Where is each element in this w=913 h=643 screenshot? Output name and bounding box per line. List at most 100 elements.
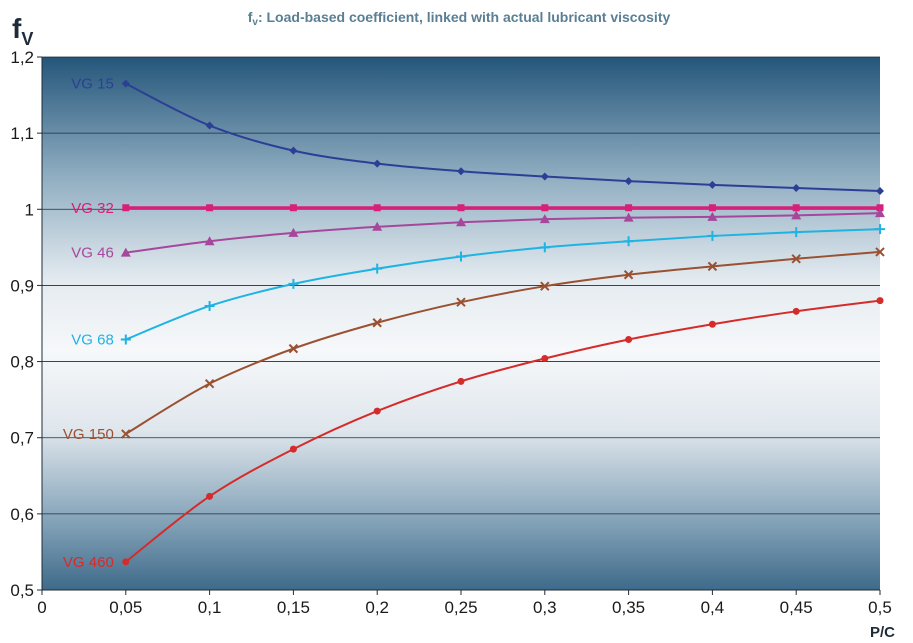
- data-point: [876, 204, 884, 212]
- series-line: [125, 299, 881, 563]
- y-tick-label: 0,7: [10, 429, 34, 448]
- data-point: [624, 177, 633, 186]
- x-tick-label: 0,35: [612, 598, 645, 617]
- series-vg-32: VG 32: [71, 200, 884, 217]
- y-tick-label: 0,8: [10, 353, 34, 372]
- data-point: [289, 204, 297, 212]
- x-tick-label: 0,1: [198, 598, 222, 617]
- data-point: [791, 254, 801, 264]
- series-vg-68: VG 68: [71, 224, 885, 348]
- data-point: [875, 208, 885, 218]
- y-axis-label: fV: [12, 13, 33, 49]
- chart-title: fv: Load-based coefficient, linked with …: [248, 9, 671, 28]
- x-axis-label: P/C: [870, 624, 895, 641]
- data-point: [372, 318, 382, 328]
- data-point: [791, 210, 802, 220]
- data-point: [791, 227, 802, 238]
- data-point: [289, 146, 298, 155]
- series-label: VG 46: [71, 245, 114, 262]
- x-tick-label: 0,15: [277, 598, 310, 617]
- x-tick-label: 0,2: [365, 598, 389, 617]
- data-point: [456, 251, 466, 262]
- data-point: [623, 270, 634, 280]
- data-point: [540, 281, 550, 291]
- data-point: [122, 204, 130, 212]
- data-point: [875, 247, 885, 257]
- series: VG 15 VG 32 VG 46 VG 68 VG 150 VG 460: [63, 76, 885, 571]
- chart-title-rest: : Load-based coefficient, linked with ac…: [258, 9, 671, 25]
- data-point: [541, 355, 549, 363]
- x-tick-label: 0,4: [701, 598, 725, 617]
- data-point: [876, 187, 884, 196]
- chart-title-main: f: [248, 9, 253, 25]
- data-point: [539, 214, 550, 224]
- data-point: [708, 204, 716, 212]
- series-label: VG 32: [71, 200, 114, 217]
- data-point: [792, 307, 800, 315]
- x-tick-label: 0,3: [533, 598, 557, 617]
- data-point: [373, 407, 381, 415]
- series-line: [125, 82, 881, 193]
- data-point: [623, 212, 634, 222]
- series-label: VG 15: [71, 76, 114, 93]
- y-tick-label: 1,1: [10, 124, 34, 143]
- series-vg-46: VG 46: [71, 208, 885, 262]
- y-axis-label-main: f: [12, 13, 22, 44]
- data-point: [205, 121, 214, 130]
- data-point: [288, 227, 299, 237]
- data-point: [373, 159, 382, 168]
- y-tick-label: 1,2: [10, 48, 34, 67]
- series-line: [125, 250, 881, 435]
- data-point: [625, 204, 633, 212]
- tick-labels: 0,5 0,6 0,7 0,8 0,9 1 1,1 1,2 0 0,05 0,1 0,15 0,2 0,2…: [10, 48, 891, 617]
- data-point: [204, 378, 215, 389]
- y-tick-label: 0,9: [10, 276, 34, 295]
- data-point: [206, 492, 214, 500]
- x-tick-label: 0: [37, 598, 46, 617]
- data-point: [540, 172, 549, 181]
- data-point: [876, 297, 884, 305]
- series-line: [125, 228, 881, 341]
- y-tick-label: 0,5: [10, 581, 34, 600]
- data-point: [792, 204, 800, 212]
- series-line: [125, 212, 881, 254]
- data-point: [120, 334, 131, 345]
- data-point: [289, 445, 297, 453]
- data-point: [456, 217, 466, 227]
- data-point: [708, 180, 717, 189]
- data-point: [625, 335, 633, 343]
- data-point: [122, 558, 130, 566]
- data-point: [288, 343, 299, 354]
- data-point: [541, 204, 549, 212]
- data-point: [204, 300, 215, 311]
- y-axis-label-subscript: V: [21, 29, 33, 49]
- data-point: [708, 320, 716, 328]
- x-tick-label: 0,45: [780, 598, 813, 617]
- series-vg-150: VG 150: [63, 247, 885, 443]
- series-vg-460: VG 460: [63, 297, 884, 571]
- data-point: [875, 224, 885, 235]
- data-point: [707, 230, 718, 241]
- data-point: [792, 183, 801, 192]
- data-point: [707, 261, 718, 272]
- data-point: [457, 377, 465, 385]
- data-point: [120, 247, 131, 257]
- axes: [37, 56, 881, 595]
- chart-title-subscript: v: [252, 17, 258, 28]
- data-point: [372, 221, 383, 231]
- data-point: [204, 236, 215, 246]
- data-point: [372, 263, 383, 274]
- series-label: VG 150: [63, 426, 114, 443]
- data-point: [539, 242, 550, 253]
- x-tick-label: 0,25: [444, 598, 477, 617]
- data-point: [457, 167, 465, 176]
- x-tick-label: 0,5: [868, 598, 892, 617]
- x-tick-label: 0,05: [109, 598, 142, 617]
- data-point: [288, 278, 299, 289]
- data-point: [457, 204, 465, 212]
- series-vg-15: VG 15: [71, 76, 884, 196]
- data-point: [456, 297, 466, 307]
- y-tick-label: 1: [25, 200, 34, 219]
- data-point: [206, 204, 214, 212]
